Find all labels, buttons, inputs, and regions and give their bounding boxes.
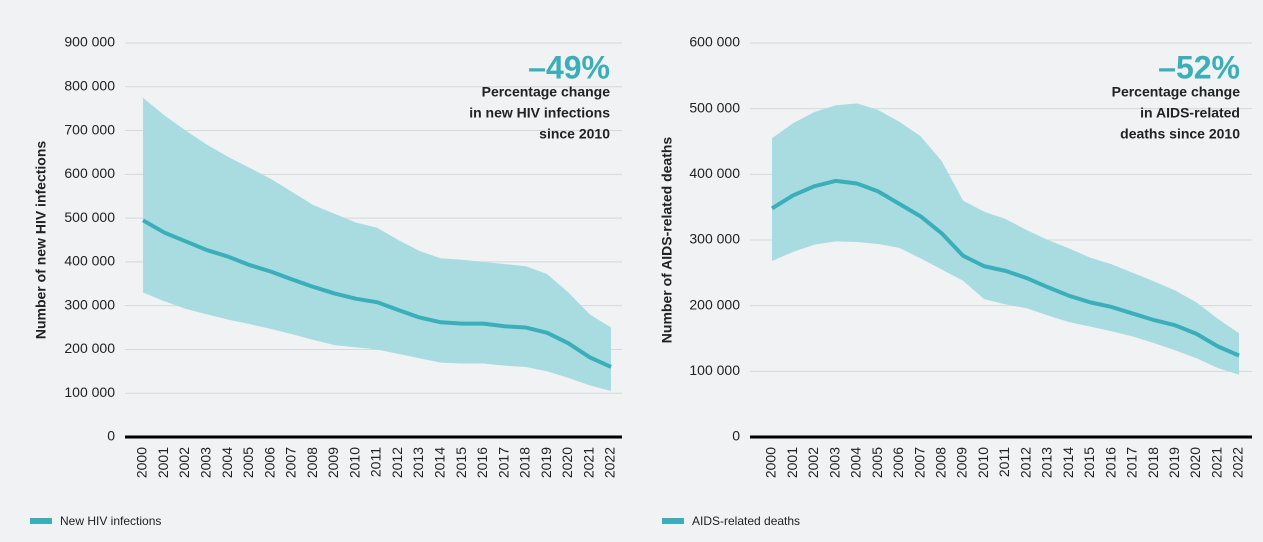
annotation-text: since 2010: [539, 126, 610, 142]
y-tick-label: 900 000: [64, 34, 115, 50]
line: [770, 178, 1240, 358]
y-tick-label: 300 000: [64, 296, 115, 312]
y-tick-label: 200 000: [689, 296, 740, 312]
x-tick-label: 2007: [911, 447, 927, 478]
x-tick-label: 2017: [1124, 447, 1140, 478]
x-tick-label: 2003: [826, 447, 842, 478]
y-tick-label: 700 000: [64, 121, 115, 137]
x-tick-label: 2016: [1102, 447, 1118, 478]
x-tick-label: 2021: [1208, 447, 1224, 478]
x-tick-label: 2020: [559, 447, 575, 478]
x-tick-label: 2009: [325, 447, 341, 478]
x-tick-label: 2012: [1017, 447, 1033, 478]
y-axis-label: Number of new HIV infections: [33, 141, 49, 340]
x-tick-label: 2022: [1230, 447, 1246, 478]
x-tick-label: 2014: [1060, 447, 1076, 478]
x-tick-label: 2000: [763, 447, 779, 478]
annotation-text: deaths since 2010: [1120, 126, 1240, 142]
x-tick-label: 2018: [517, 447, 533, 478]
annotation-text: in new HIV infections: [469, 105, 610, 121]
x-tick-label: 2008: [304, 447, 320, 478]
x-tick-label: 2005: [869, 447, 885, 478]
y-tick-label: 500 000: [689, 99, 740, 115]
x-tick-label: 2010: [346, 447, 362, 478]
x-tick-label: 2019: [1166, 447, 1182, 478]
y-axis-label: Number of AIDS-related deaths: [659, 137, 675, 344]
x-tick-label: 2002: [805, 447, 821, 478]
uncertainty-band: [143, 97, 611, 392]
x-tick-label: 2013: [410, 447, 426, 478]
y-tick-label: 0: [107, 428, 115, 444]
x-tick-label: 2019: [538, 447, 554, 478]
x-tick-label: 2009: [954, 447, 970, 478]
x-tick-label: 2020: [1187, 447, 1203, 478]
x-tick-label: 2013: [1039, 447, 1055, 478]
y-tick-label: 400 000: [689, 165, 740, 181]
x-tick-label: 2007: [283, 447, 299, 478]
x-tick-label: 2015: [453, 447, 469, 478]
y-tick-label: 100 000: [689, 362, 740, 378]
annotation-value: –52%: [1158, 49, 1240, 85]
y-tick-label: 800 000: [64, 77, 115, 93]
y-tick-label: 500 000: [64, 209, 115, 225]
y-tick-label: 0: [732, 428, 740, 444]
x-tick-label: 2004: [848, 447, 864, 478]
annotation-text: Percentage change: [482, 84, 611, 100]
annotation-text: Percentage change: [1112, 84, 1241, 100]
y-tick-label: 100 000: [64, 384, 115, 400]
annotation-text: in AIDS-related: [1140, 105, 1240, 121]
x-tick-label: 2001: [784, 447, 800, 478]
x-tick-label: 2010: [975, 447, 991, 478]
x-tick-label: 2021: [580, 447, 596, 478]
y-tick-label: 400 000: [64, 253, 115, 269]
x-tick-label: 2001: [155, 447, 171, 478]
x-tick-label: 2000: [134, 447, 150, 478]
legend-swatch: [662, 518, 684, 524]
x-tick-label: 2018: [1145, 447, 1161, 478]
x-tick-label: 2011: [996, 447, 1012, 477]
annotation-value: –49%: [528, 49, 610, 85]
x-tick-label: 2006: [261, 447, 277, 478]
uncertainty-band: [772, 103, 1239, 375]
x-tick-label: 2002: [176, 447, 192, 478]
x-tick-label: 2006: [890, 447, 906, 478]
x-tick-label: 2016: [474, 447, 490, 478]
legend-swatch: [30, 518, 52, 524]
x-tick-label: 2015: [1081, 447, 1097, 478]
x-tick-label: 2005: [240, 447, 256, 478]
x-tick-label: 2004: [219, 447, 235, 478]
legend-label: AIDS-related deaths: [692, 514, 800, 528]
y-tick-label: 600 000: [64, 165, 115, 181]
x-tick-label: 2008: [933, 447, 949, 478]
x-tick-label: 2017: [495, 447, 511, 478]
y-tick-label: 300 000: [689, 231, 740, 247]
line: [142, 218, 612, 369]
x-tick-label: 2014: [432, 447, 448, 478]
x-tick-label: 2012: [389, 447, 405, 478]
x-tick-label: 2022: [602, 447, 618, 478]
x-tick-label: 2011: [368, 447, 384, 477]
y-tick-label: 200 000: [64, 340, 115, 356]
x-tick-label: 2003: [198, 447, 214, 478]
legend-label: New HIV infections: [60, 514, 161, 528]
y-tick-label: 600 000: [689, 34, 740, 50]
